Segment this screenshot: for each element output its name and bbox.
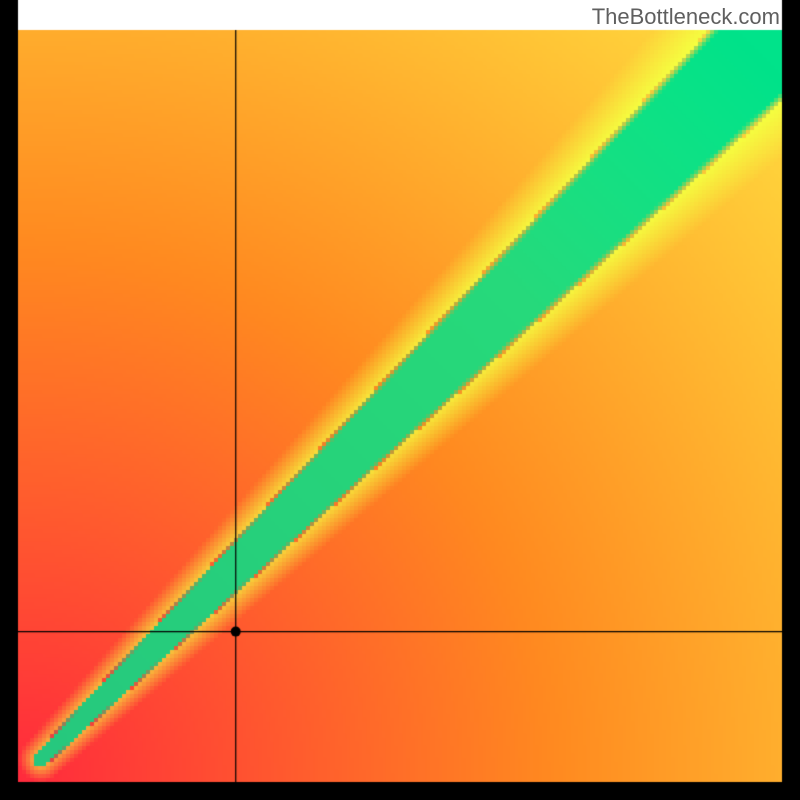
chart-container: TheBottleneck.com bbox=[0, 0, 800, 800]
watermark-text: TheBottleneck.com bbox=[592, 4, 780, 30]
bottleneck-heatmap-canvas bbox=[0, 0, 800, 800]
